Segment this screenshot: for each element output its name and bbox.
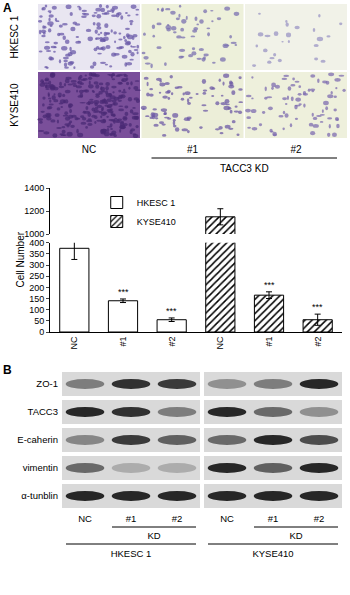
svg-text:#2: #2 [167,337,177,347]
svg-text:NC: NC [220,513,234,524]
svg-text:#1: #1 [268,513,279,524]
svg-text:HKESC 1: HKESC 1 [137,198,176,208]
svg-text:100: 100 [29,305,44,315]
svg-text:NC: NC [78,513,92,524]
svg-text:NC: NC [82,144,96,155]
svg-text:HKESC 1: HKESC 1 [111,548,152,559]
svg-text:#1: #1 [126,513,137,524]
svg-text:***: *** [118,287,129,297]
svg-text:1400: 1400 [24,183,44,193]
svg-text:#2: #2 [172,513,183,524]
svg-text:ZO-1: ZO-1 [36,378,58,389]
svg-text:TACC3 KD: TACC3 KD [220,163,269,174]
svg-text:1200: 1200 [24,206,44,216]
svg-text:150: 150 [29,294,44,304]
svg-text:vimentin: vimentin [23,462,58,473]
svg-text:***: *** [264,280,275,290]
svg-text:250: 250 [29,271,44,281]
svg-text:#1: #1 [264,337,274,347]
svg-text:1000: 1000 [24,229,44,239]
svg-text:Cell Number: Cell Number [15,231,26,287]
svg-text:E-caherin: E-caherin [17,434,58,445]
svg-text:KYSE410: KYSE410 [9,83,20,127]
svg-text:350: 350 [29,249,44,259]
svg-text:50: 50 [34,316,44,326]
svg-text:0: 0 [39,327,44,337]
svg-text:HKESC 1: HKESC 1 [9,15,20,58]
svg-text:***: *** [312,302,323,312]
svg-text:B: B [3,363,12,377]
svg-text:NC: NC [69,336,79,349]
svg-text:#1: #1 [187,144,199,155]
svg-text:#1: #1 [118,337,128,347]
svg-text:#2: #2 [314,513,325,524]
svg-text:TACC3: TACC3 [28,406,58,417]
svg-text:NC: NC [215,336,225,349]
svg-text:300: 300 [29,260,44,270]
svg-text:KYSE410: KYSE410 [252,548,293,559]
svg-text:#2: #2 [313,337,323,347]
svg-text:#2: #2 [290,144,302,155]
svg-text:400: 400 [29,238,44,248]
svg-text:KD: KD [147,530,160,541]
svg-text:200: 200 [29,283,44,293]
svg-text:KD: KD [289,530,302,541]
svg-text:α-tunblin: α-tunblin [21,490,58,501]
svg-text:***: *** [166,306,177,316]
svg-text:KYSE410: KYSE410 [137,217,176,227]
svg-text:A: A [3,1,12,15]
